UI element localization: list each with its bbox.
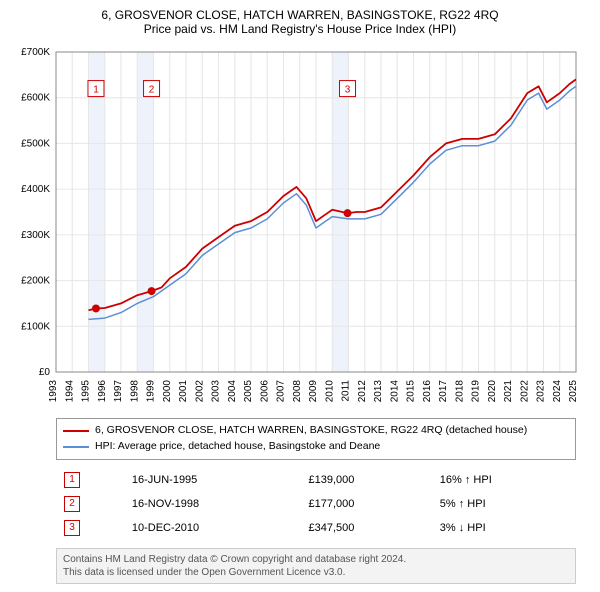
svg-text:£400K: £400K [21, 184, 50, 195]
sale-price: £139,000 [301, 468, 432, 492]
chart-area: £0 £100K £200K £300K £400K £500K £600K £700K 199… [8, 42, 592, 412]
sale-date: 10-DEC-2010 [124, 516, 301, 540]
sale-delta: 16% ↑ HPI [432, 468, 576, 492]
svg-text:2024: 2024 [552, 380, 563, 403]
legend: 6, GROSVENOR CLOSE, HATCH WARREN, BASING… [56, 418, 576, 460]
svg-text:2010: 2010 [324, 380, 335, 403]
sale-price: £347,500 [301, 516, 432, 540]
svg-text:2021: 2021 [503, 380, 514, 403]
footnote-line: Contains HM Land Registry data © Crown c… [63, 553, 569, 566]
svg-text:2014: 2014 [389, 380, 400, 403]
table-row: 2 16-NOV-1998£177,0005% ↑ HPI [56, 492, 576, 516]
legend-label: 6, GROSVENOR CLOSE, HATCH WARREN, BASING… [95, 423, 527, 439]
svg-text:2017: 2017 [438, 380, 449, 403]
chart-title: 6, GROSVENOR CLOSE, HATCH WARREN, BASING… [8, 8, 592, 22]
svg-text:2007: 2007 [276, 380, 287, 403]
svg-text:2025: 2025 [568, 380, 579, 403]
svg-text:2015: 2015 [406, 380, 417, 403]
table-row: 3 10-DEC-2010£347,5003% ↓ HPI [56, 516, 576, 540]
svg-text:£200K: £200K [21, 276, 50, 287]
svg-text:2006: 2006 [259, 380, 270, 403]
svg-text:1995: 1995 [81, 380, 92, 403]
svg-text:1996: 1996 [97, 380, 108, 403]
sale-price: £177,000 [301, 492, 432, 516]
footnote-line: This data is licensed under the Open Gov… [63, 566, 569, 579]
svg-text:1997: 1997 [113, 380, 124, 403]
svg-text:£0: £0 [39, 367, 51, 378]
svg-text:2020: 2020 [487, 380, 498, 403]
svg-text:2004: 2004 [227, 380, 238, 403]
svg-text:2009: 2009 [308, 380, 319, 403]
svg-text:£700K: £700K [21, 47, 50, 58]
sale-date: 16-JUN-1995 [124, 468, 301, 492]
footnote: Contains HM Land Registry data © Crown c… [56, 548, 576, 584]
svg-text:£100K: £100K [21, 321, 50, 332]
svg-text:2013: 2013 [373, 380, 384, 403]
svg-text:2018: 2018 [454, 380, 465, 403]
svg-text:2002: 2002 [194, 380, 205, 403]
svg-text:1999: 1999 [146, 380, 157, 403]
svg-text:2019: 2019 [471, 380, 482, 403]
svg-text:2001: 2001 [178, 380, 189, 403]
sale-marker-badge: 2 [64, 496, 80, 512]
svg-text:2008: 2008 [292, 380, 303, 403]
svg-text:£600K: £600K [21, 93, 50, 104]
svg-text:2012: 2012 [357, 380, 368, 403]
sale-delta: 3% ↓ HPI [432, 516, 576, 540]
sales-table: 1 16-JUN-1995£139,00016% ↑ HPI 2 16-NOV-199… [56, 468, 576, 540]
svg-text:1993: 1993 [48, 380, 59, 403]
svg-text:£500K: £500K [21, 138, 50, 149]
svg-text:2: 2 [149, 85, 155, 96]
sale-marker-badge: 1 [64, 472, 80, 488]
legend-item: HPI: Average price, detached house, Basi… [63, 439, 569, 455]
svg-text:£300K: £300K [21, 230, 50, 241]
svg-text:2023: 2023 [536, 380, 547, 403]
svg-text:1: 1 [93, 85, 99, 96]
line-chart-svg: £0 £100K £200K £300K £400K £500K £600K £700K 199… [8, 42, 592, 412]
legend-label: HPI: Average price, detached house, Basi… [95, 439, 380, 455]
table-row: 1 16-JUN-1995£139,00016% ↑ HPI [56, 468, 576, 492]
svg-text:2003: 2003 [211, 380, 222, 403]
legend-swatch [63, 446, 89, 448]
chart-subtitle: Price paid vs. HM Land Registry's House … [8, 22, 592, 36]
svg-text:2022: 2022 [519, 380, 530, 403]
sale-date: 16-NOV-1998 [124, 492, 301, 516]
sale-delta: 5% ↑ HPI [432, 492, 576, 516]
svg-text:2005: 2005 [243, 380, 254, 403]
svg-text:3: 3 [345, 85, 351, 96]
svg-text:2011: 2011 [341, 380, 352, 402]
svg-text:2000: 2000 [162, 380, 173, 403]
sale-marker-badge: 3 [64, 520, 80, 536]
legend-item: 6, GROSVENOR CLOSE, HATCH WARREN, BASING… [63, 423, 569, 439]
legend-swatch [63, 430, 89, 432]
svg-text:1998: 1998 [129, 380, 140, 403]
svg-text:1994: 1994 [64, 380, 75, 403]
svg-text:2016: 2016 [422, 380, 433, 403]
